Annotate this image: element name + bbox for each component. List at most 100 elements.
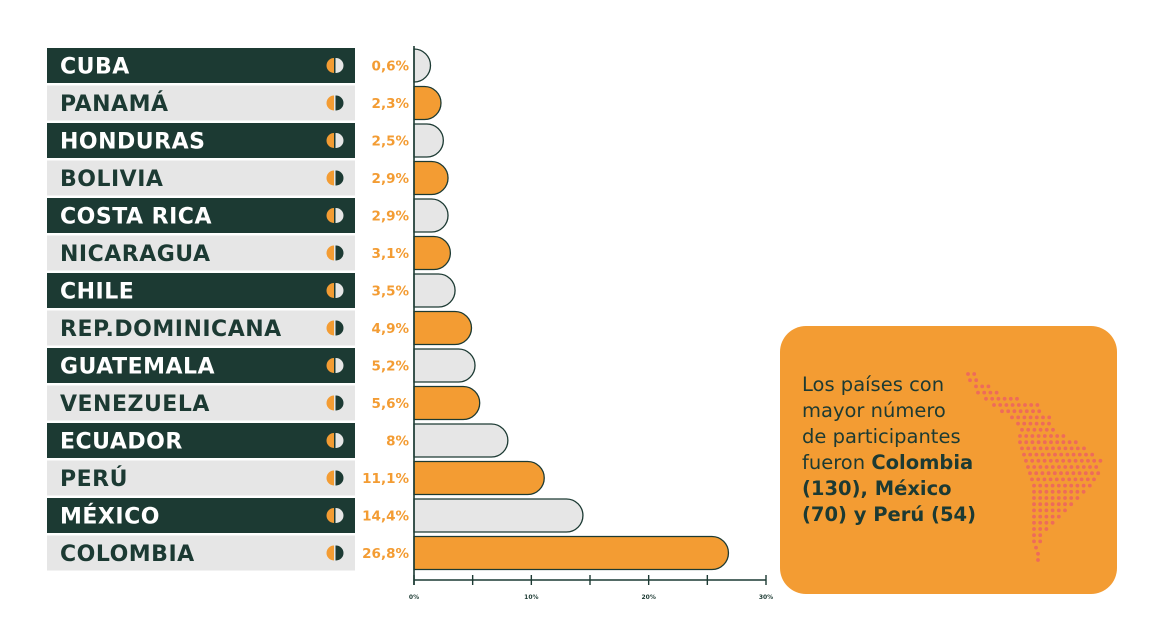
map-dot <box>1016 421 1020 426</box>
x-tick-label-20: 20% <box>641 594 655 601</box>
map-dot <box>1040 471 1045 476</box>
map-dot <box>1048 477 1053 482</box>
map-dot <box>1050 502 1055 507</box>
map-dot <box>984 396 988 401</box>
map-dot <box>1044 489 1049 494</box>
value-label-panamá: 2,3% <box>372 96 410 112</box>
callout-highlight-peru: (70) y Perú (54) <box>802 503 977 526</box>
half-circle-right-icon <box>336 170 344 186</box>
map-dot <box>1042 440 1047 445</box>
half-circle-right-icon <box>336 133 344 148</box>
map-dot <box>1038 508 1043 513</box>
half-circle-left-icon <box>326 320 334 336</box>
callout-line-4: fueron Colombia <box>802 450 1052 476</box>
row-label-bg-venezuela <box>47 385 355 421</box>
map-dot <box>990 396 995 401</box>
map-dot <box>1081 465 1086 469</box>
bar-ecuador <box>413 423 509 458</box>
map-dot <box>982 390 987 395</box>
half-circle-right-icon <box>336 283 344 298</box>
country-label-panamá: PANAMÁ <box>60 91 169 117</box>
map-dot <box>1044 483 1049 488</box>
map-dot <box>1061 434 1066 438</box>
map-dot <box>1044 502 1049 507</box>
map-dot <box>1044 527 1049 531</box>
map-dot <box>1028 452 1033 457</box>
map-dot <box>1032 489 1036 494</box>
row-label-bg-méxico <box>47 498 355 533</box>
map-dot <box>1031 409 1035 414</box>
map-dot <box>1030 440 1035 445</box>
callout-line-4-prefix: fueron <box>802 451 872 474</box>
map-dot <box>1042 434 1047 438</box>
map-dot <box>1065 471 1070 476</box>
callout-highlight-colombia: Colombia <box>871 451 974 474</box>
value-label-méxico: 14,4% <box>362 509 409 525</box>
country-label-méxico: MÉXICO <box>60 504 160 530</box>
map-dot <box>1056 502 1061 507</box>
country-label-chile: CHILE <box>60 280 134 305</box>
map-dot <box>1067 477 1072 482</box>
bar-costa-rica <box>413 198 449 233</box>
map-dot <box>986 384 991 389</box>
country-label-honduras: HONDURAS <box>60 130 205 155</box>
value-label-guatemala: 5,2% <box>372 359 410 375</box>
map-dot <box>1063 446 1068 451</box>
half-circle-right-icon <box>336 320 344 336</box>
map-dot <box>1090 471 1094 476</box>
map-dot <box>1094 465 1099 469</box>
value-label-costa-rica: 2,9% <box>372 209 410 225</box>
map-dot <box>1069 489 1074 494</box>
half-circle-left-icon <box>326 433 334 448</box>
map-dot <box>1096 471 1101 476</box>
map-dot <box>996 396 1001 401</box>
map-dot <box>1044 465 1049 469</box>
row-label-bg-colombia <box>47 535 355 571</box>
half-circle-left-icon <box>326 170 334 186</box>
map-dot <box>1051 427 1055 432</box>
country-label-guatemala: GUATEMALA <box>60 355 215 380</box>
map-dot <box>1036 558 1040 562</box>
map-dot <box>1034 452 1039 457</box>
map-dot <box>1030 458 1035 463</box>
half-circle-right-icon <box>336 545 344 561</box>
half-circle-left-icon <box>326 283 334 298</box>
bar-bolivia <box>413 160 449 196</box>
map-dot <box>1022 415 1027 420</box>
map-dot <box>1044 446 1049 451</box>
map-dot <box>1038 533 1043 538</box>
value-label-bolivia: 2,9% <box>372 171 410 187</box>
map-dot <box>1047 415 1052 420</box>
map-dot <box>1032 465 1037 469</box>
map-dot <box>1050 508 1055 513</box>
map-dot <box>1050 483 1055 488</box>
country-label-ecuador: ECUADOR <box>60 430 183 455</box>
half-circle-right-icon <box>336 395 344 411</box>
bar-chile <box>413 273 456 308</box>
map-dot <box>1056 489 1061 494</box>
map-dot <box>1050 496 1055 500</box>
callout-text: Los países con mayor número de participa… <box>802 372 1052 528</box>
map-dot <box>1028 421 1033 426</box>
map-dot <box>1092 477 1096 482</box>
map-dot <box>1077 452 1082 457</box>
map-dot <box>1030 434 1035 438</box>
bar-rep-dominicana <box>413 310 473 346</box>
row-label-bg-panamá <box>47 85 355 121</box>
bar-venezuela <box>413 385 481 421</box>
map-dot <box>1048 458 1053 463</box>
summary-callout: Los países con mayor número de participa… <box>780 326 1117 594</box>
map-dot <box>1063 465 1068 469</box>
bar-honduras <box>413 123 444 158</box>
map-dot <box>1010 403 1015 407</box>
map-dot <box>1002 396 1007 401</box>
map-dot <box>1044 427 1049 432</box>
map-dot <box>972 372 977 376</box>
map-dot <box>1024 458 1028 463</box>
map-dot <box>1032 496 1036 500</box>
map-dot <box>1067 458 1072 463</box>
map-dot <box>1050 520 1055 525</box>
map-dot <box>1052 471 1057 476</box>
map-dot <box>1088 465 1092 469</box>
half-circle-left-icon <box>326 58 334 73</box>
